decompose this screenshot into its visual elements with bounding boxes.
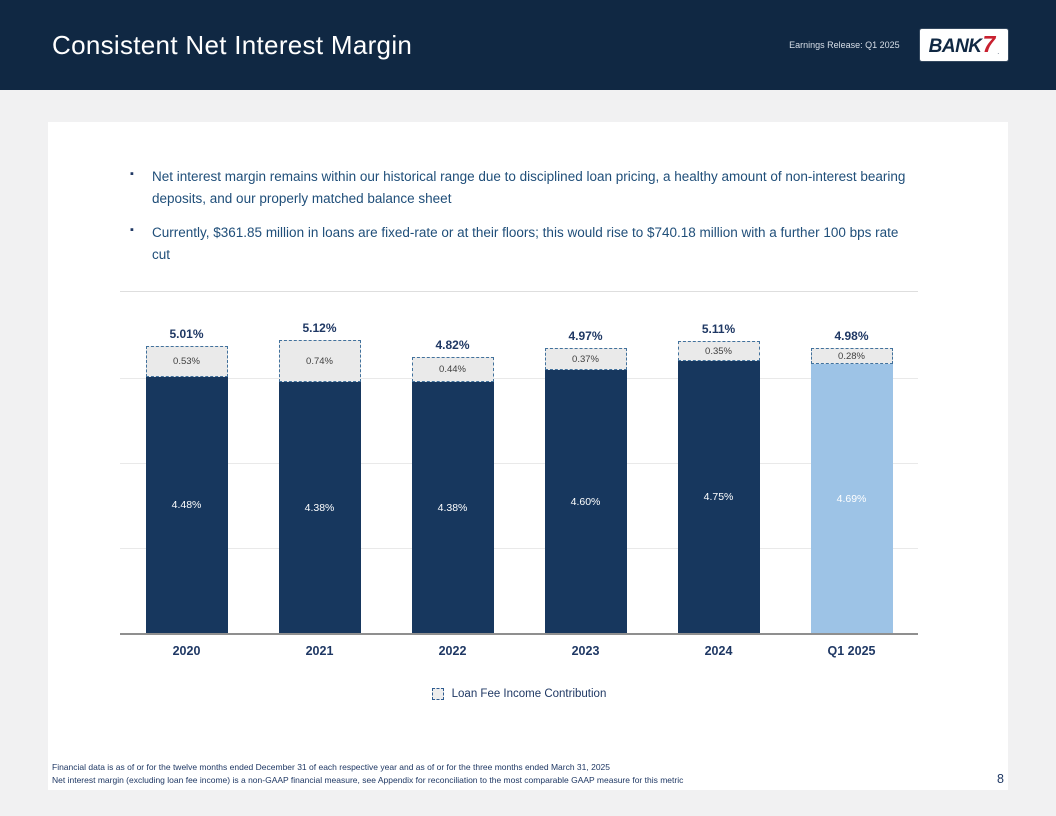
chart-legend: Loan Fee Income Contribution <box>120 688 918 701</box>
loan-fee-segment: 0.44% <box>411 357 494 383</box>
slide-header: Consistent Net Interest Margin Earnings … <box>0 0 1056 90</box>
bar-group-2023: 4.97% 0.37% 4.60% <box>519 292 652 634</box>
nim-segment: 4.48% <box>145 376 228 634</box>
bar-group-2021: 5.12% 0.74% 4.38% <box>253 292 386 634</box>
gridline <box>120 462 918 464</box>
loan-fee-segment: 0.74% <box>278 339 361 383</box>
logo-registered-mark: . <box>997 50 999 56</box>
loan-fee-segment: 0.35% <box>677 340 760 362</box>
bullet-list: Net interest margin remains within our h… <box>48 122 1008 265</box>
footnote-line: Financial data is as of or for the twelv… <box>52 762 611 773</box>
total-label: 4.98% <box>834 329 869 344</box>
stacked-bar: 4.82% 0.44% 4.38% <box>411 338 494 634</box>
loan-fee-segment: 0.53% <box>145 346 228 377</box>
stacked-bar: 4.97% 0.37% 4.60% <box>544 329 627 634</box>
bar-group-2022: 4.82% 0.44% 4.38% <box>386 292 519 634</box>
logo-text: BANK <box>928 36 982 57</box>
slide-footer: Financial data is as of or for the twelv… <box>52 761 1008 786</box>
nim-segment: 4.38% <box>278 382 361 634</box>
x-axis-label: 2020 <box>172 644 201 659</box>
loan-fee-segment: 0.37% <box>544 348 627 370</box>
x-axis-label: 2024 <box>704 644 733 659</box>
stacked-bar: 4.98% 0.28% 4.69% <box>810 329 893 634</box>
bar-group-2020: 5.01% 0.53% 4.48% <box>120 292 253 634</box>
bullet-item: Currently, $361.85 million in loans are … <box>130 222 908 265</box>
x-axis: 2020 2021 2022 2023 2024 Q1 2025 <box>120 635 918 658</box>
logo-seven-icon: 7 <box>982 31 996 57</box>
footnotes: Financial data is as of or for the twelv… <box>52 761 683 786</box>
nim-segment: 4.60% <box>544 369 627 634</box>
legend-swatch-icon <box>431 688 444 701</box>
nim-chart: 5.01% 0.53% 4.48% 5.12% 0.74% 4.38% 4.82% 0.44%… <box>120 291 918 701</box>
bar-group-2024: 5.11% 0.35% 4.75% <box>652 292 785 634</box>
chart-plot-area: 5.01% 0.53% 4.48% 5.12% 0.74% 4.38% 4.82% 0.44%… <box>120 291 918 636</box>
gridline <box>120 377 918 379</box>
total-label: 4.97% <box>568 329 603 344</box>
x-axis-label: 2022 <box>438 644 467 659</box>
bar-group-q1-2025: 4.98% 0.28% 4.69% <box>785 292 918 634</box>
x-axis-label: 2021 <box>305 644 334 659</box>
x-axis-label: Q1 2025 <box>827 644 876 659</box>
bank7-logo: BANK 7 . <box>919 29 1008 61</box>
bars-row: 5.01% 0.53% 4.48% 5.12% 0.74% 4.38% 4.82% 0.44%… <box>120 292 918 634</box>
earnings-release-label: Earnings Release: Q1 2025 <box>789 40 900 50</box>
content-card: Net interest margin remains within our h… <box>48 122 1008 790</box>
page-number: 8 <box>997 772 1004 786</box>
page-title: Consistent Net Interest Margin <box>52 29 413 60</box>
stacked-bar: 5.01% 0.53% 4.48% <box>145 327 228 634</box>
nim-segment: 4.38% <box>411 382 494 634</box>
stacked-bar: 5.11% 0.35% 4.75% <box>677 321 760 634</box>
bullet-item: Net interest margin remains within our h… <box>130 166 908 209</box>
gridline <box>120 548 918 550</box>
total-label: 4.82% <box>435 338 470 353</box>
stacked-bar: 5.12% 0.74% 4.38% <box>278 320 361 634</box>
total-label: 5.01% <box>169 327 204 342</box>
total-label: 5.12% <box>302 320 337 335</box>
legend-label: Loan Fee Income Contribution <box>451 688 607 701</box>
nim-segment: 4.75% <box>677 361 760 634</box>
footnote-line: Net interest margin (excluding loan fee … <box>52 774 684 785</box>
header-right: Earnings Release: Q1 2025 BANK 7 . <box>789 29 1008 61</box>
x-axis-label: 2023 <box>571 644 600 659</box>
loan-fee-segment: 0.28% <box>810 348 893 365</box>
nim-segment: 4.69% <box>810 364 893 634</box>
total-label: 5.11% <box>701 321 736 336</box>
